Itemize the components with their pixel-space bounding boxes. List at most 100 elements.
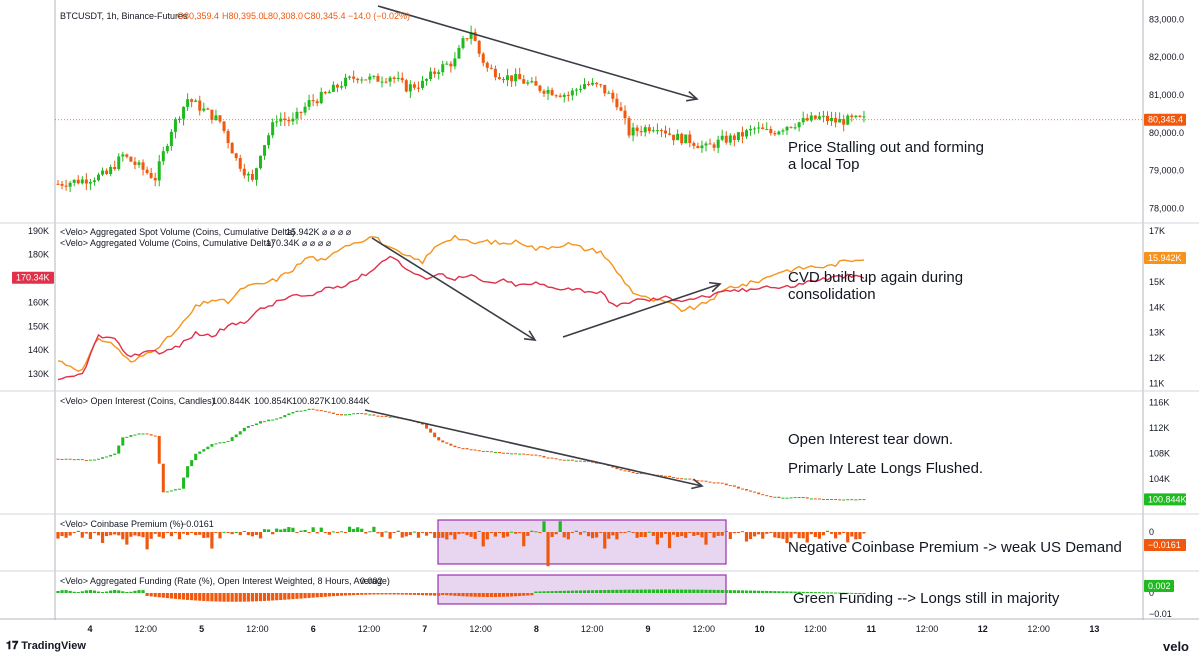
price-axis-label: 79,000.0 — [1149, 166, 1184, 176]
funding-bar — [92, 590, 97, 593]
premium-bar — [465, 532, 469, 536]
premium-bar — [809, 532, 813, 535]
price-candle — [688, 134, 692, 144]
funding-bar — [846, 592, 850, 594]
premium-bar — [680, 532, 684, 537]
price-candle — [530, 81, 534, 83]
price-candle — [441, 64, 445, 73]
premium-bar — [246, 532, 250, 536]
oi-candle — [720, 482, 724, 484]
funding-bar — [862, 593, 866, 594]
premium-bar — [68, 532, 72, 536]
price-candle — [639, 131, 643, 133]
funding-bar — [793, 591, 797, 593]
oi-candle — [198, 451, 202, 454]
premium-bar — [578, 532, 583, 535]
oi-candle — [445, 442, 449, 444]
premium-title: <Velo> Coinbase Premium (%) — [60, 519, 184, 529]
funding-bar — [161, 593, 165, 598]
oi-candle — [437, 437, 441, 441]
price-candle — [97, 174, 100, 181]
oi-candle — [364, 413, 368, 415]
price-candle — [202, 108, 206, 111]
ohlc-close: C80,345.4 — [304, 11, 346, 21]
oi-axis-label: 116K — [1149, 397, 1169, 407]
price-candle — [453, 58, 457, 67]
premium-bar — [262, 529, 267, 532]
premium-bar — [765, 532, 769, 534]
oi-candle — [497, 451, 501, 453]
funding-last-badge — [1144, 580, 1174, 592]
funding-bar — [242, 593, 246, 602]
premium-bar — [145, 532, 149, 550]
premium-bar — [141, 532, 145, 538]
premium-bar — [186, 532, 190, 535]
oi-candle — [785, 497, 789, 499]
oi-candle — [238, 431, 242, 435]
oi-candle — [117, 445, 121, 454]
premium-bar — [271, 532, 275, 535]
cvd-left-axis-label: 180K — [28, 250, 49, 260]
price-candle — [299, 111, 303, 113]
premium-bar — [846, 532, 850, 543]
oi-candle — [732, 485, 736, 487]
premium-bar — [218, 532, 222, 539]
premium-bar — [92, 532, 97, 533]
oi-candle — [821, 498, 825, 500]
premium-bar — [222, 531, 226, 533]
ohlc-high: H80,395.0 — [222, 11, 264, 21]
oi-candle — [429, 428, 433, 433]
oi-candle — [761, 494, 765, 496]
funding-bar — [667, 589, 672, 593]
funding-bar — [769, 591, 773, 593]
funding-bar — [327, 593, 331, 597]
oi-candle — [97, 458, 100, 460]
premium-bar — [518, 532, 522, 533]
price-candle — [793, 127, 797, 129]
premium-bar — [591, 532, 595, 539]
cvd-left-axis-label: 140K — [28, 345, 49, 355]
price-candle — [186, 99, 190, 107]
premium-bar — [692, 532, 696, 536]
oi-candle — [242, 427, 246, 432]
funding-bar — [809, 592, 813, 594]
premium-bar — [599, 532, 603, 533]
funding-bar — [785, 591, 789, 593]
funding-bar — [141, 590, 145, 593]
funding-bar — [825, 592, 830, 594]
funding-bar — [854, 592, 858, 594]
funding-bar — [445, 593, 449, 596]
tradingview-logo[interactable]: 𝟏𝟕 TradingView — [6, 640, 86, 652]
premium-bar — [534, 531, 538, 533]
price-candle — [587, 84, 591, 86]
oi-candle — [153, 435, 157, 437]
premium-bar — [582, 531, 587, 533]
funding-bar — [801, 591, 805, 593]
funding-bar — [696, 589, 700, 593]
price-candle — [765, 129, 769, 131]
cvd-left-axis-label: 130K — [28, 369, 49, 379]
oi-candle — [724, 483, 728, 486]
premium-bar — [388, 532, 392, 539]
oi-candle — [554, 458, 558, 460]
price-candle — [396, 77, 400, 79]
oi-candle — [611, 466, 615, 468]
price-candle — [627, 118, 631, 136]
price-candle — [708, 143, 712, 145]
oi-candle — [141, 433, 145, 435]
premium-bar — [684, 532, 688, 538]
premium-bar — [696, 532, 700, 536]
oi-candle — [623, 470, 627, 472]
oi-candle — [672, 476, 676, 478]
premium-bar — [157, 532, 161, 537]
price-candle — [364, 79, 368, 81]
funding-bar — [526, 593, 530, 596]
premium-bar — [84, 532, 88, 534]
funding-bar — [271, 593, 275, 601]
funding-bar — [291, 593, 295, 600]
price-candle — [684, 134, 688, 144]
price-candle — [356, 78, 360, 81]
funding-bar — [744, 590, 749, 593]
